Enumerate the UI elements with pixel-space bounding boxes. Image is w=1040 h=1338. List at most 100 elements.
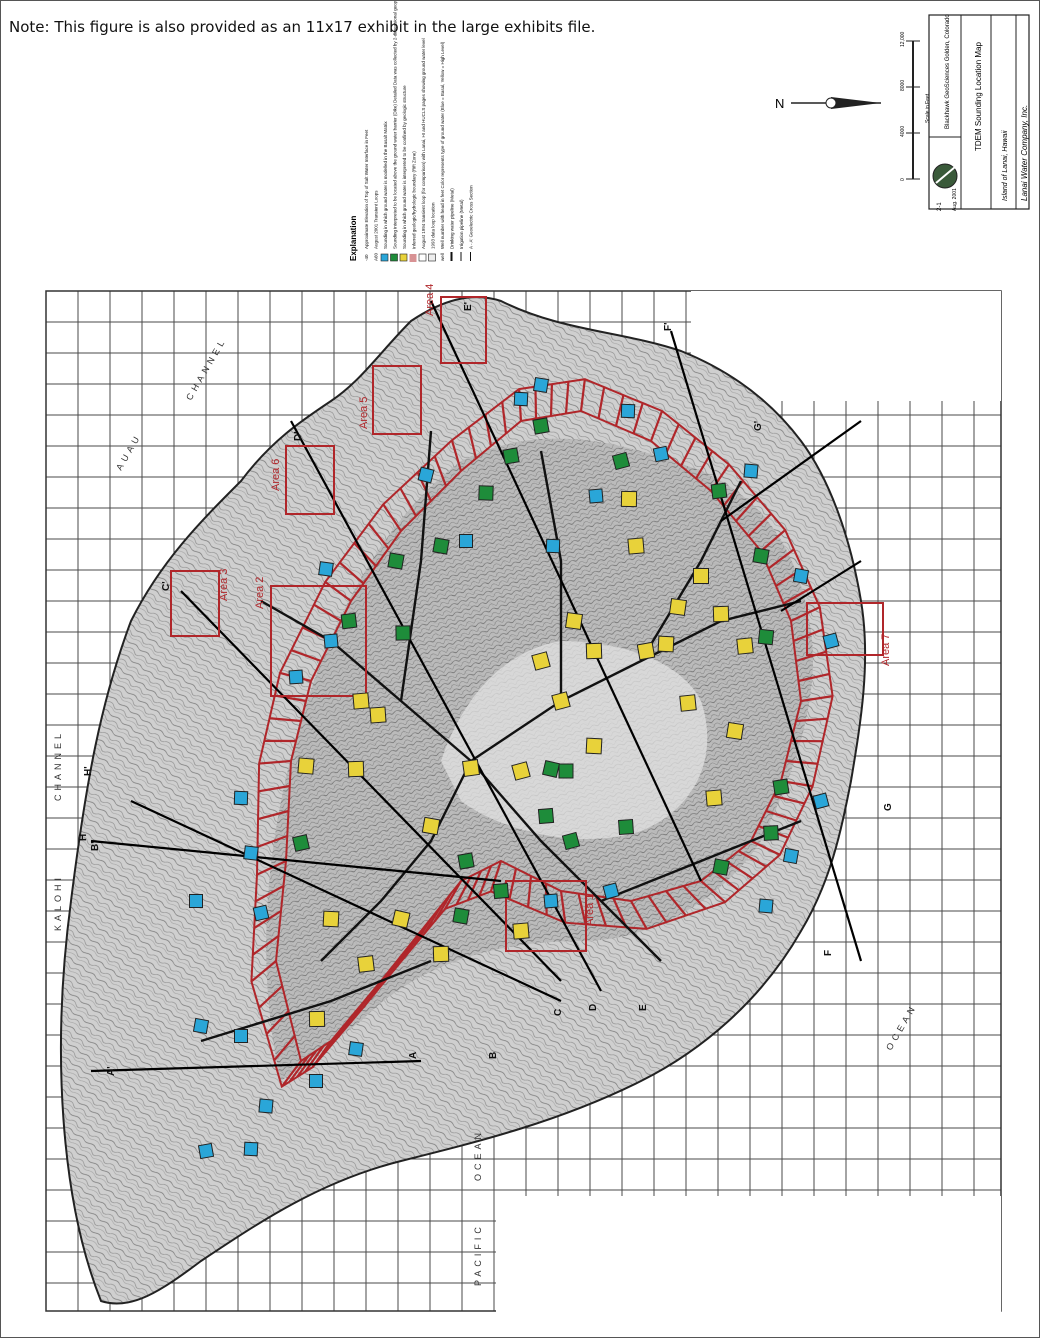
section-letter: A — [408, 1052, 419, 1059]
rift-hatch — [467, 427, 478, 459]
high-level-sounding-marker — [585, 737, 603, 755]
high-level-sounding-marker — [511, 761, 531, 781]
dike-sounding-marker — [537, 807, 555, 825]
basal-sounding-marker — [189, 894, 203, 908]
legend-item-text: Sounding interpreted to be located above… — [393, 1, 398, 249]
rift-hatch — [682, 885, 707, 910]
area-boxes: Area 1 Area 2 Area 3 Area 4 Area 5 Area 6 Area… — [170, 284, 892, 952]
rift-hatch — [392, 942, 412, 972]
section-letter: A' — [106, 1066, 117, 1076]
basal-sounding-marker — [758, 898, 774, 914]
basal-sounding-marker — [318, 561, 334, 577]
rift-hatch — [647, 895, 668, 923]
cross-sections — [90, 300, 863, 1073]
basal-sounding-marker — [459, 534, 473, 548]
section-letter: G' — [753, 421, 764, 431]
rift-hatch — [614, 394, 625, 427]
section-letter: G — [883, 803, 894, 811]
cross-section-line — [130, 800, 562, 1002]
dike-sounding-marker — [478, 485, 494, 501]
rift-hatch — [680, 437, 697, 467]
high-level-sounding-marker — [668, 597, 688, 617]
dike-sounding-marker — [387, 552, 405, 570]
area-label: Area 5 — [358, 397, 370, 429]
scale-tick-2: 8000 — [900, 80, 906, 91]
high-level-sounding-marker — [322, 910, 340, 928]
dike-sounding-marker — [395, 625, 411, 641]
rift-hatch — [534, 386, 538, 419]
high-level-sounding-marker — [564, 611, 584, 631]
area-box — [270, 585, 367, 697]
rift-hatch — [362, 980, 382, 1009]
company-name: Lanai Water Company, Inc. — [1020, 105, 1029, 201]
rift-hatch — [372, 967, 392, 996]
dike-sounding-marker — [492, 882, 510, 900]
basal-sounding-marker — [417, 466, 435, 484]
rift-hatch — [665, 890, 687, 917]
rift-hatch — [489, 860, 503, 892]
rift-hatch — [339, 561, 365, 585]
cross-section-line — [90, 839, 502, 883]
scale-tick-0: 0 — [900, 178, 906, 181]
section-letter: H' — [83, 766, 94, 776]
area-label: Area 7 — [880, 634, 892, 666]
basal-sounding-marker — [792, 567, 810, 585]
north-label: N — [775, 96, 784, 111]
cross-section-line — [90, 1059, 422, 1073]
area-label: Area 3 — [218, 569, 230, 601]
scale-label: Scale in Feet — [925, 93, 931, 123]
rift-hatch — [597, 386, 606, 419]
dike-sounding-marker — [757, 628, 775, 646]
rift-hatch — [324, 1025, 345, 1053]
basal-sounding-marker — [234, 1029, 248, 1043]
rift-hatch — [433, 455, 448, 487]
dike-sounding-marker — [611, 451, 631, 471]
rift-zone-boundary — [250, 378, 834, 1089]
high-level-sounding-marker — [679, 694, 697, 712]
rift-hatch — [765, 809, 797, 822]
rift-hatch — [577, 893, 587, 925]
legend-swatch — [390, 253, 398, 262]
figure-date: Aug. 2001 — [952, 188, 958, 211]
rift-hatch — [423, 905, 442, 934]
rift-hatch — [579, 379, 586, 412]
area-box — [170, 570, 220, 637]
dike-sounding-marker — [712, 858, 730, 876]
rift-hatch — [288, 1055, 310, 1083]
legend-symbol: well — [440, 253, 445, 261]
rift-hatch — [444, 880, 462, 910]
rift-hatch — [259, 759, 292, 765]
dike-sounding-marker — [542, 760, 560, 778]
rift-hatch — [795, 650, 827, 663]
rift-hatch — [750, 840, 781, 856]
rift-hatch — [250, 960, 277, 983]
section-letter: F — [823, 950, 834, 956]
rift-hatch — [349, 995, 370, 1024]
section-letters: A A' B B' C C' D D' E E' F F' G G' H H' — [78, 302, 894, 1076]
grid-mask — [691, 291, 1001, 401]
high-level-sounding-marker — [357, 955, 375, 973]
rift-hatch — [252, 935, 280, 956]
cross-section-line — [430, 300, 702, 882]
ocean-label-5: AUAU — [114, 431, 143, 472]
dike-sounding-marker — [292, 834, 310, 852]
basal-sounding-marker — [243, 1141, 259, 1157]
section-letter: F' — [663, 323, 674, 332]
basal-sounding-marker — [288, 669, 304, 685]
rift-hatch — [712, 870, 740, 892]
basal-sounding-marker — [243, 845, 259, 861]
area-box — [285, 445, 335, 515]
high-level-sounding-marker — [512, 922, 530, 940]
basal-sounding-marker — [513, 391, 529, 407]
high-level-sounding-marker — [693, 568, 709, 584]
high-level-sounding-marker — [308, 1010, 326, 1028]
rift-hatch — [433, 892, 452, 922]
high-level-sounding-marker — [421, 816, 441, 836]
rift-hatch — [508, 868, 518, 900]
dike-sounding-marker — [752, 547, 770, 565]
area-box — [806, 602, 884, 656]
rift-hatch — [337, 1010, 357, 1039]
legend-item-text: Well number with head in feet Color repr… — [440, 41, 445, 249]
high-level-sounding-marker — [551, 691, 571, 711]
legend-symbol: A60 — [374, 252, 379, 261]
